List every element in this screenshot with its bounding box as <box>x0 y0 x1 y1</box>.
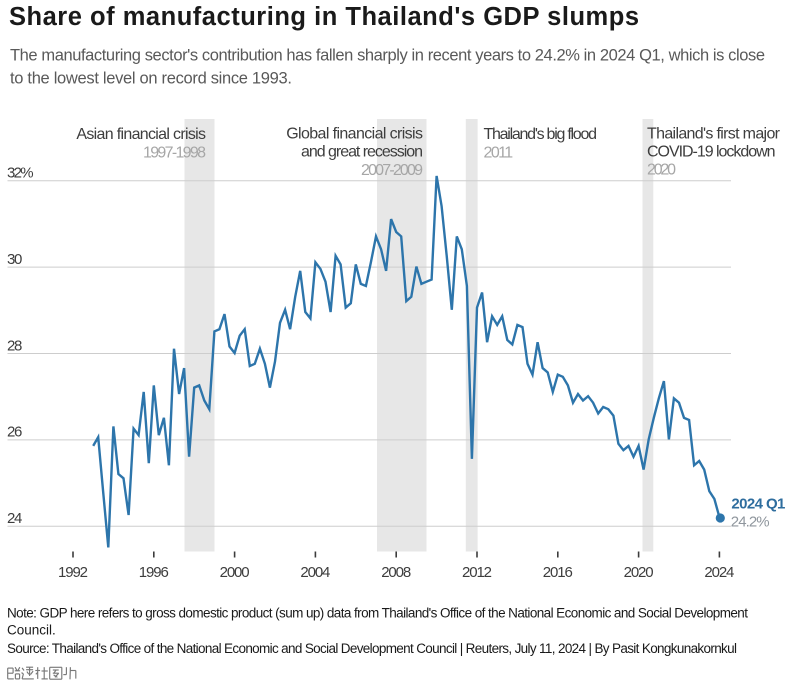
svg-text:2008: 2008 <box>381 564 411 581</box>
svg-text:Asian financial crisis: Asian financial crisis <box>76 126 206 143</box>
svg-text:2007-2009: 2007-2009 <box>361 162 423 179</box>
svg-text:Council.: Council. <box>7 623 56 638</box>
svg-text:32%: 32% <box>7 165 34 182</box>
svg-text:2024 Q1: 2024 Q1 <box>731 496 785 513</box>
svg-text:Share of manufacturing in Thai: Share of manufacturing in Thailand's GDP… <box>9 3 639 31</box>
svg-text:2020: 2020 <box>624 564 654 581</box>
svg-text:Note: GDP here refers to gross: Note: GDP here refers to gross domestic … <box>7 606 748 621</box>
svg-text:COVID-19 lockdown: COVID-19 lockdown <box>647 144 776 161</box>
svg-text:2020: 2020 <box>647 162 676 179</box>
svg-text:30: 30 <box>7 251 22 268</box>
svg-text:24: 24 <box>7 510 22 527</box>
svg-text:Source: Thailand's Office of t: Source: Thailand's Office of the Nationa… <box>7 641 737 656</box>
svg-text:The manufacturing sector's con: The manufacturing sector's contribution … <box>10 47 765 65</box>
svg-text:1996: 1996 <box>139 564 169 581</box>
svg-text:2004: 2004 <box>300 564 330 581</box>
svg-text:and great recession: and great recession <box>301 144 423 161</box>
svg-text:2012: 2012 <box>462 564 492 581</box>
svg-text:28: 28 <box>7 337 22 354</box>
svg-text:26: 26 <box>7 424 22 441</box>
svg-text:to the lowest level on record: to the lowest level on record since 1993… <box>10 70 292 88</box>
svg-text:2024: 2024 <box>704 564 734 581</box>
svg-text:Thailand's big flood: Thailand's big flood <box>484 126 598 143</box>
svg-text:2016: 2016 <box>543 564 573 581</box>
svg-text:1997-1998: 1997-1998 <box>143 145 206 162</box>
svg-text:24.2%: 24.2% <box>731 514 770 531</box>
svg-text:Global financial crisis: Global financial crisis <box>286 126 423 143</box>
svg-text:Thailand's first major: Thailand's first major <box>647 126 781 143</box>
svg-text:2000: 2000 <box>220 564 250 581</box>
svg-text:1992: 1992 <box>58 564 88 581</box>
svg-text:2011: 2011 <box>484 145 514 162</box>
